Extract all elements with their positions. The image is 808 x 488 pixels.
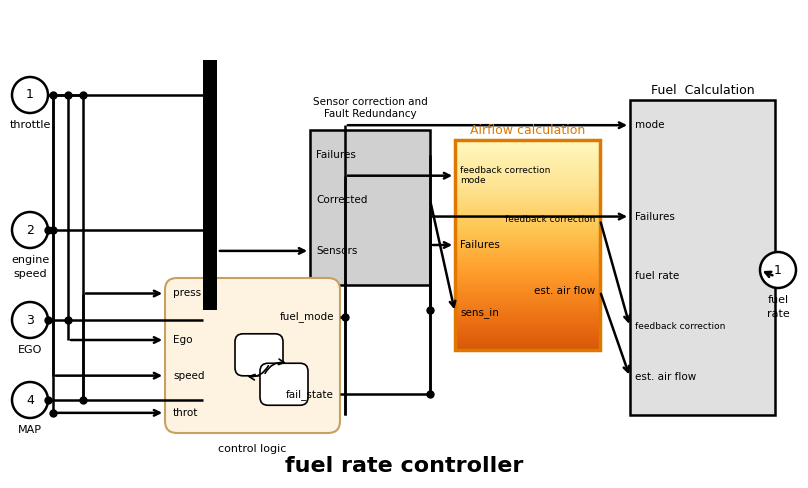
- Text: fail_state: fail_state: [286, 389, 334, 400]
- Circle shape: [12, 212, 48, 248]
- Text: Sensors: Sensors: [316, 246, 357, 256]
- Text: 3: 3: [26, 313, 34, 326]
- Circle shape: [12, 77, 48, 113]
- Text: mode: mode: [635, 120, 664, 130]
- Text: control logic: control logic: [218, 444, 287, 454]
- Text: 1: 1: [26, 88, 34, 102]
- Text: throt: throt: [173, 408, 199, 418]
- Text: sens_in: sens_in: [460, 307, 499, 318]
- Text: speed: speed: [173, 371, 204, 381]
- Text: speed: speed: [13, 269, 47, 279]
- Text: feedback correction
mode: feedback correction mode: [460, 166, 550, 185]
- FancyBboxPatch shape: [165, 278, 340, 433]
- Circle shape: [12, 302, 48, 338]
- Text: Sensor correction and
Fault Redundancy: Sensor correction and Fault Redundancy: [313, 97, 427, 119]
- Text: Failures: Failures: [460, 240, 500, 250]
- Text: 2: 2: [26, 224, 34, 237]
- Text: feedback correction: feedback correction: [635, 322, 726, 331]
- Text: 1: 1: [774, 264, 782, 277]
- Circle shape: [760, 252, 796, 288]
- Text: Ego: Ego: [173, 335, 192, 345]
- Text: throttle: throttle: [10, 120, 51, 130]
- Text: fuel: fuel: [768, 295, 789, 305]
- Text: engine: engine: [11, 255, 49, 265]
- Text: fuel rate: fuel rate: [635, 271, 680, 282]
- Text: fuel_mode: fuel_mode: [280, 311, 334, 322]
- Bar: [203, 60, 217, 310]
- Text: Fuel  Calculation: Fuel Calculation: [650, 83, 755, 97]
- Text: rate: rate: [767, 309, 789, 319]
- Bar: [630, 100, 775, 415]
- Text: est. air flow: est. air flow: [534, 286, 595, 296]
- FancyBboxPatch shape: [235, 334, 283, 376]
- Text: Failures: Failures: [316, 150, 356, 160]
- Text: est. air flow: est. air flow: [635, 372, 696, 382]
- Text: Failures: Failures: [635, 212, 675, 222]
- Bar: [455, 140, 600, 350]
- Text: feedback correction: feedback correction: [505, 215, 595, 224]
- Text: MAP: MAP: [18, 425, 42, 435]
- Bar: [310, 130, 430, 285]
- Text: 4: 4: [26, 393, 34, 407]
- Text: EGO: EGO: [18, 345, 42, 355]
- FancyBboxPatch shape: [260, 363, 308, 405]
- Text: Airflow calculation: Airflow calculation: [470, 123, 585, 137]
- Text: Corrected: Corrected: [316, 195, 368, 205]
- Text: fuel rate controller: fuel rate controller: [284, 456, 524, 476]
- Circle shape: [12, 382, 48, 418]
- Text: press: press: [173, 288, 201, 299]
